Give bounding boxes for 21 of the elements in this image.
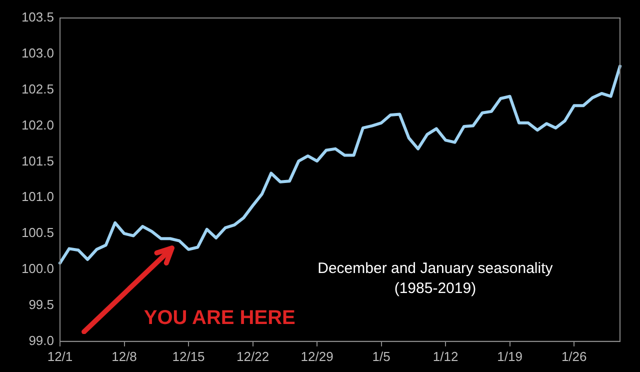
x-tick-label: 12/29 — [300, 348, 334, 364]
y-tick-label: 100.0 — [21, 261, 54, 276]
y-tick-label: 101.0 — [21, 189, 54, 204]
y-tick-label: 103.0 — [21, 46, 54, 61]
x-tick-label: 1/12 — [432, 348, 458, 364]
x-tick-label: 1/19 — [497, 348, 522, 364]
y-tick-label: 101.5 — [21, 153, 54, 168]
x-tick-label: 12/15 — [172, 348, 205, 364]
y-tick-label: 102.5 — [21, 81, 54, 96]
y-tick-label: 100.5 — [21, 225, 54, 240]
annotation: December and January seasonality (1985-2019) — [318, 260, 554, 297]
x-tick-label: 12/22 — [236, 348, 270, 364]
y-tick-label: 99.5 — [28, 297, 54, 312]
x-tick-label: 1/5 — [372, 348, 390, 364]
x-tick-label: 12/1 — [47, 348, 73, 364]
annotation: YOU ARE HERE — [144, 306, 296, 329]
x-tick-label: 12/8 — [112, 348, 137, 364]
y-tick-label: 102.0 — [21, 117, 54, 132]
x-tick-label: 1/26 — [561, 348, 587, 364]
y-tick-label: 99.0 — [28, 332, 54, 348]
y-tick-label: 103.5 — [21, 10, 54, 25]
